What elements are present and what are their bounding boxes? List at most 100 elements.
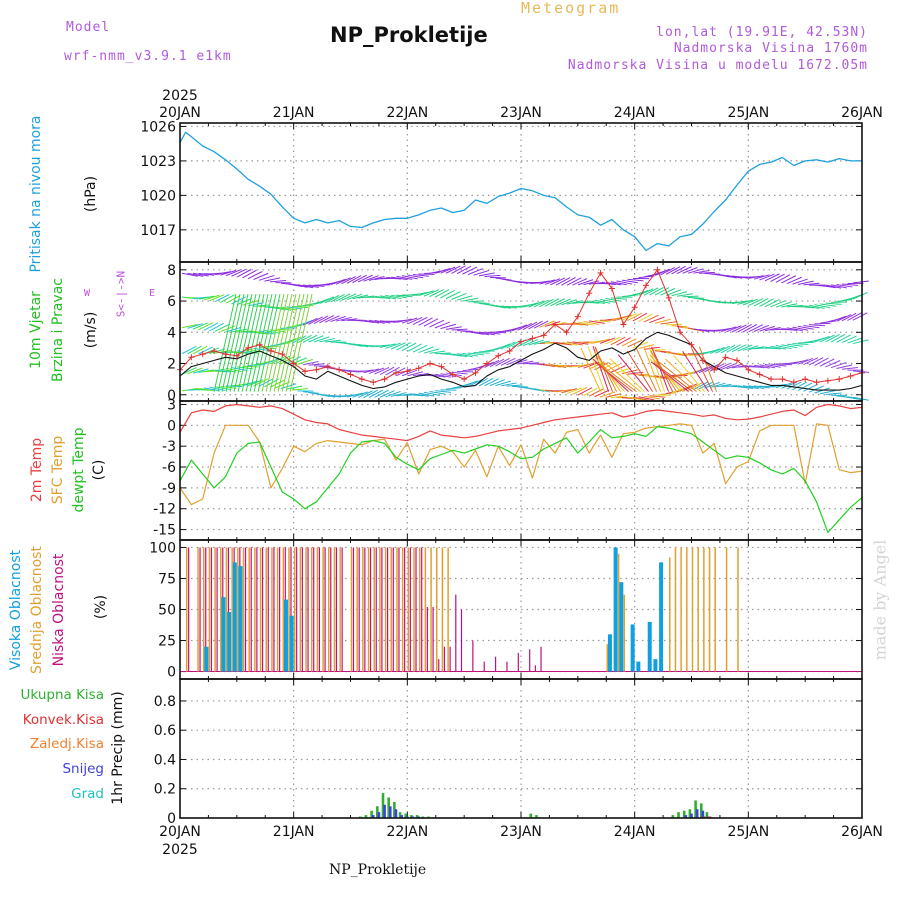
- wind-arrow: [390, 276, 407, 280]
- mid-cloud-bar: [333, 547, 336, 672]
- snow-bar: [701, 810, 705, 818]
- wind-arrow: [308, 284, 325, 287]
- wind-arrow: [291, 357, 307, 365]
- gust-marker: [302, 368, 309, 375]
- wind-arrow: [456, 265, 472, 275]
- wind-arrow: [257, 293, 281, 392]
- mid-cloud-bar: [276, 547, 279, 672]
- gust-marker: [631, 304, 638, 311]
- wind-arrow: [407, 316, 423, 325]
- low-cloud-bar: [455, 594, 457, 672]
- wind-arrow: [401, 275, 418, 280]
- wind-arrow: [434, 390, 451, 393]
- low-cloud-bar: [261, 547, 264, 672]
- time-label-bottom: 22JAN: [386, 824, 428, 840]
- wind-arrow: [561, 341, 578, 346]
- wind-arrow: [313, 315, 329, 324]
- low-cloud-bar: [273, 547, 275, 672]
- mid-cloud-bar: [310, 547, 313, 672]
- wind-arrow: [247, 271, 263, 280]
- low-cloud-bar: [296, 547, 298, 672]
- wind-arrow: [522, 302, 539, 308]
- high-cloud-bar: [283, 599, 288, 672]
- wind-arrow: [660, 287, 676, 296]
- low-cloud-bar: [409, 547, 411, 672]
- wind-arrow: [638, 313, 653, 322]
- mid-cloud-bar: [373, 547, 375, 672]
- mid-cloud-bar: [424, 547, 427, 672]
- wind-arrow: [852, 370, 869, 373]
- wind-arrow: [753, 274, 770, 280]
- total-rain-bar: [688, 809, 692, 818]
- wind-arrow: [830, 362, 847, 369]
- wind-arrow: [478, 350, 495, 353]
- high-cloud-bar: [659, 562, 664, 672]
- wind-arrow: [770, 363, 787, 367]
- gust-marker: [211, 348, 218, 355]
- wind-arrow: [249, 293, 273, 392]
- wind-arrow: [814, 335, 830, 343]
- wind-arrow: [841, 367, 858, 370]
- y-tick-label: -3: [162, 439, 176, 455]
- wind-arrow: [241, 293, 265, 392]
- high-cloud-bar: [204, 646, 209, 672]
- total-rain-bar: [381, 793, 385, 818]
- year-label-bottom: 2025: [162, 842, 198, 858]
- low-cloud-bar: [216, 547, 218, 672]
- wind-arrow: [456, 353, 473, 358]
- wind-arrow: [451, 371, 468, 375]
- wind-arrow: [775, 274, 791, 283]
- wind-arrow: [286, 385, 303, 390]
- wind-arrow: [847, 312, 862, 321]
- wind-arrow: [544, 278, 561, 285]
- low-cloud-bar: [494, 656, 497, 672]
- wind-arrow: [731, 324, 747, 333]
- wind-arrow: [434, 373, 451, 378]
- y-tick-label: 1026: [140, 119, 176, 135]
- wind-arrow: [764, 299, 780, 308]
- wind-arrow: [187, 345, 202, 355]
- wind-arrow: [198, 295, 215, 300]
- low-cloud-bar: [432, 607, 434, 672]
- wind-arrow: [803, 324, 820, 329]
- wind-arrow: [390, 392, 407, 397]
- total-rain-bar: [370, 810, 373, 818]
- y-tick-label: 2: [167, 357, 176, 373]
- total-rain-bar: [387, 797, 390, 818]
- wind-arrow: [819, 358, 835, 367]
- wind-arrow: [577, 321, 594, 326]
- wind-arrow: [580, 347, 602, 392]
- wind-arrow: [473, 270, 489, 276]
- wind-arrow: [759, 298, 774, 307]
- wind-arrow: [445, 387, 462, 390]
- wind-arrow: [836, 314, 852, 322]
- wind-arrow: [258, 274, 275, 281]
- wind-arrow: [544, 298, 560, 307]
- low-cloud-bar: [506, 661, 508, 672]
- gust-marker: [813, 379, 820, 386]
- wind-arrow: [597, 362, 637, 393]
- low-cloud-bar: [210, 547, 213, 672]
- wind-arrow: [825, 392, 842, 396]
- high-cloud-bar: [238, 566, 243, 672]
- wind-arrow: [489, 304, 506, 309]
- wind-arrow: [423, 348, 440, 354]
- wind-arrow: [660, 321, 677, 325]
- wind-arrow: [665, 358, 701, 392]
- wind-arrow: [275, 328, 292, 331]
- y-tick-label: 1020: [140, 188, 176, 204]
- legend-freezing-rain: Zaledj.Kisa: [29, 736, 104, 752]
- high-cloud-bar: [653, 659, 658, 672]
- mid-cloud-bar: [686, 547, 688, 672]
- model-label: Model: [66, 20, 111, 35]
- low-cloud-bar: [392, 547, 394, 672]
- y-tick-label: 0: [167, 418, 176, 434]
- snow-bar: [371, 815, 375, 818]
- wind-arrow: [434, 321, 451, 329]
- gust-marker: [256, 341, 263, 348]
- wind-arrow: [346, 275, 362, 284]
- wind-arrow: [588, 300, 605, 304]
- high-cloud-bar: [630, 624, 635, 672]
- wind-arrow: [242, 380, 258, 387]
- wind-arrow: [759, 325, 775, 332]
